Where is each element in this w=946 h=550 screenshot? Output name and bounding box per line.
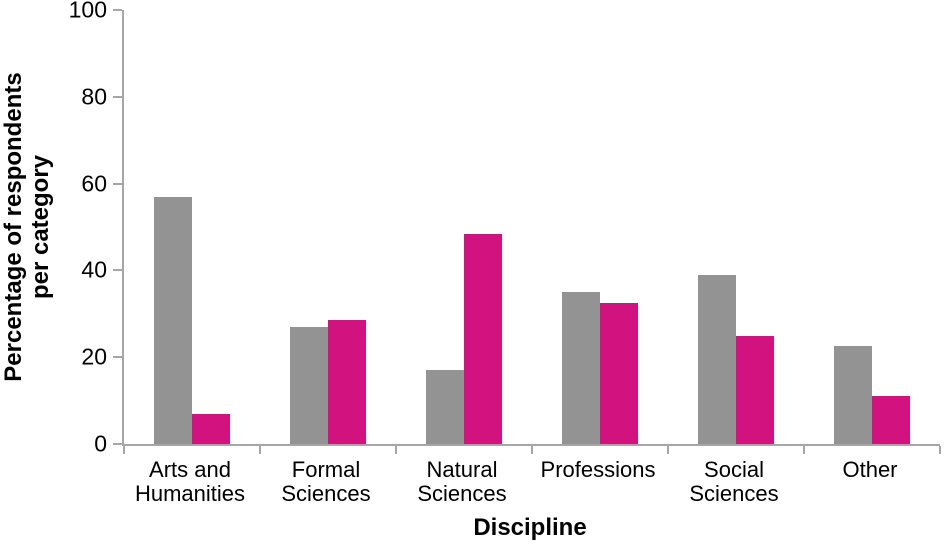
y-axis-tick-label: 20 <box>81 343 107 370</box>
x-axis-category-label: Other <box>802 458 938 506</box>
x-axis-category-label-line: Humanities <box>134 481 246 506</box>
bar-groups <box>124 10 940 444</box>
y-axis-title-line1: Percentage of respondents <box>0 72 27 382</box>
gray-series-bar <box>154 196 192 444</box>
x-axis-tick <box>531 446 533 454</box>
gray-series-bar <box>834 346 872 444</box>
x-axis-category-label-line: Professions <box>540 457 656 482</box>
x-axis-tick <box>258 446 261 454</box>
plot-area: 0 20 40 60 80 100 <box>69 0 941 457</box>
x-axis-category-labels: Arts and Humanities Formal Sciences Natural S… <box>122 458 938 506</box>
y-axis-tick-label: 60 <box>81 170 107 197</box>
bar-group-1 <box>124 10 260 444</box>
y-axis-title: Percentage of respondents per category <box>0 7 56 447</box>
y-axis-tick-label: 80 <box>81 83 107 110</box>
x-axis-category-label: Professions <box>530 458 666 506</box>
x-axis-category-label: Formal Sciences <box>258 458 394 506</box>
y-axis-tick-label: 100 <box>68 0 107 23</box>
x-axis-tick <box>939 446 941 454</box>
y-axis-tick-label: 0 <box>94 430 107 457</box>
gray-series-bar <box>290 326 328 444</box>
x-axis-tick <box>123 446 125 454</box>
y-axis-tick <box>113 356 122 359</box>
gray-series-bar <box>426 370 464 444</box>
x-axis-category-label: Social Sciences <box>666 458 802 506</box>
gray-series-bar <box>698 274 736 444</box>
bar-group-4 <box>532 10 668 444</box>
y-axis-tick <box>113 9 122 11</box>
x-axis-category-label-line: Natural <box>426 457 498 482</box>
magenta-series-bar <box>192 413 230 444</box>
y-axis-tick <box>113 269 122 272</box>
magenta-series-bar <box>464 233 502 444</box>
x-axis-title: Discipline <box>473 514 587 541</box>
x-axis-category-label-line: Sciences <box>417 481 507 506</box>
magenta-series-bar <box>872 396 910 444</box>
y-axis-tick-label: 40 <box>81 256 107 283</box>
x-axis-category-label-line: Formal <box>291 457 361 482</box>
y-axis-tick <box>113 95 122 98</box>
y-axis-tick <box>113 443 122 445</box>
gray-series-bar <box>562 292 600 444</box>
magenta-series-bar <box>600 302 638 444</box>
x-axis-tick <box>666 446 669 454</box>
x-axis-category-label: Arts and Humanities <box>122 458 258 506</box>
bar-group-3 <box>396 10 532 444</box>
bar-group-2 <box>260 10 396 444</box>
x-axis-category-label-line: Arts and <box>149 457 231 482</box>
x-axis-tick <box>803 446 805 454</box>
magenta-series-bar <box>328 320 366 444</box>
x-axis-category-label-line: Sciences <box>689 481 779 506</box>
x-axis-category-label: Natural Sciences <box>394 458 530 506</box>
bar-group-6 <box>804 10 940 444</box>
x-axis-category-label-line: Sciences <box>281 481 371 506</box>
magenta-series-bar <box>736 335 774 444</box>
x-axis-category-label-line: Social <box>704 457 764 482</box>
bar-group-5 <box>668 10 804 444</box>
x-axis-category-label-line: Other <box>842 457 898 482</box>
x-axis-tick <box>394 446 397 454</box>
y-axis-tick <box>113 182 122 185</box>
y-axis-title-line2: per category <box>27 154 54 300</box>
